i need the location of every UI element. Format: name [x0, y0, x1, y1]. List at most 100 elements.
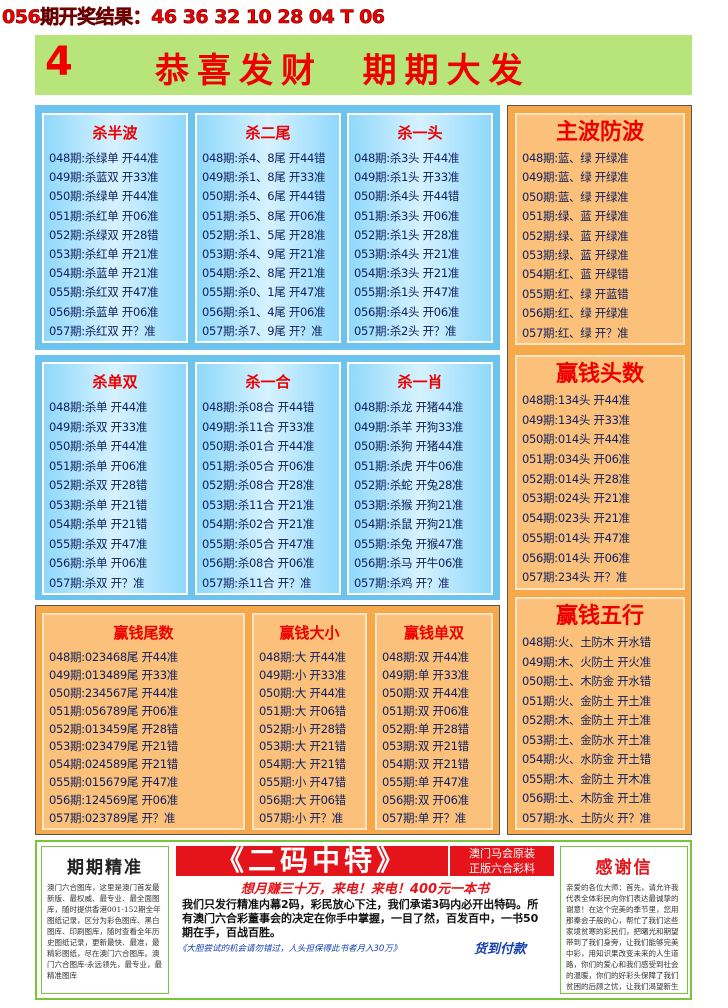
- panel-row: 056期:双 开06准: [382, 793, 469, 808]
- panel-row: 048期:杀龙 开猪44准: [354, 400, 464, 414]
- panel-row: 052期:杀绿双 开28错: [49, 227, 159, 242]
- panel-row: 050期:杀狗 开猪44准: [354, 439, 464, 453]
- panel-title: 赢钱单双: [403, 624, 464, 642]
- draw-result: 056期开奖结果：46 36 32 10 28 04 T 06: [2, 6, 386, 29]
- panel-row: 057期:杀7、9尾 开？准: [202, 323, 323, 338]
- panel-row: 057期:小 开？准: [259, 811, 343, 826]
- panel-row: 051期:杀3头 开06准: [354, 208, 460, 223]
- panel-row: 055期:红、绿 开蓝错: [522, 286, 629, 301]
- panel-row: 054期:杀2、8尾 开21准: [202, 266, 326, 281]
- panel-row: 055期:单 开47准: [382, 775, 469, 790]
- panel-row: 048期:双 开44准: [382, 650, 469, 664]
- panel-row: 054期:杀蓝单 开21准: [49, 266, 159, 281]
- panel-row: 049期:杀羊 开狗33准: [354, 419, 464, 434]
- ad-slogan: 想月赚三十万，来电！来电！400元一本书: [240, 882, 490, 897]
- panel-row: 054期:火、水防金 开土错: [522, 752, 651, 766]
- panel-row: 056期:杀4头 开06准: [354, 304, 460, 319]
- panel-row: 053期:土、金防水 开土准: [522, 732, 651, 747]
- panel: 杀一头 048期:杀3头 开44准 049期:杀1头 开33准 050期:杀4头 开4…: [347, 113, 493, 343]
- panel-row: 049期:杀1、8尾 开33准: [202, 170, 326, 185]
- panel-row: 055期:杀0、1尾 开47准: [202, 285, 326, 300]
- footer-left-title: 期期精准: [67, 858, 143, 878]
- panel-row: 049期:木、火防土 开火准: [522, 654, 651, 669]
- panel-row: 053期:杀猴 开狗21准: [354, 497, 464, 512]
- footer-right-text: 亲爱的各位大师：首先，请允许我代表全体彩民向你们表达最诚挚的谢意！在这个完美的季…: [566, 883, 679, 991]
- panel-row: 057期:234头 开？准: [522, 570, 628, 585]
- panel-row: 053期:杀单 开21错: [49, 497, 148, 512]
- panel-row: 052期:小 开28错: [259, 721, 346, 736]
- panel: 赢钱尾数 048期:023468尾 开44准 049期:013489尾 开33准 05…: [42, 613, 245, 830]
- panel-row: 054期:024589尾 开21错: [49, 757, 178, 772]
- panel-row: 056期:杀1、4尾 开06准: [202, 304, 326, 319]
- panel-row: 050期:杀单 开44准: [49, 439, 148, 453]
- panel-row: 055期:杀双 开47准: [49, 536, 148, 551]
- panel-row: 048期:杀单 开44准: [49, 400, 148, 414]
- panel-row: 057期:杀鸡 开？准: [354, 575, 450, 590]
- panel-row: 051期:056789尾 开06准: [49, 703, 178, 718]
- banner-number: 4: [45, 39, 73, 85]
- panel-row: 053期:杀红单 开21准: [49, 246, 159, 261]
- panel-row: 050期:大 开44准: [259, 685, 346, 700]
- ad-note: 《大胆尝试的机会请勿错过，人头担保得此书者月入30万》: [178, 944, 402, 954]
- panel-title: 赢钱大小: [279, 624, 340, 642]
- panel-row: 050期:014头 开44准: [522, 432, 630, 447]
- footer-right-title: 感谢信: [595, 858, 653, 878]
- panel-row: 051期:杀5、8尾 开06准: [202, 208, 326, 223]
- panel-row: 050期:双 开44准: [382, 685, 469, 700]
- panel-row: 053期:双 开21错: [382, 739, 469, 754]
- panel-row: 048期:023468尾 开44准: [49, 650, 178, 664]
- footer-left: 期期精准 澳门六合图库，这里是澳门首发最新版、最权威、最专业、最全面图库，随时提…: [41, 846, 169, 994]
- panel-row: 057期:红、绿 开？准: [522, 325, 629, 340]
- panel-row: 057期:水、土防火 开？准: [522, 810, 651, 825]
- panel-row: 053期:绿、蓝 开绿准: [522, 247, 629, 262]
- panel-row: 048期:杀4、8尾 开44错: [202, 151, 326, 165]
- footer-ad: 《二码中特》 澳门马会原装 正版六合彩料 想月赚三十万，来电！来电！400元一本…: [174, 844, 556, 996]
- panel-row: 057期:单 开？准: [382, 811, 466, 826]
- panel-title: 杀一头: [397, 124, 443, 142]
- ad-tag: 正版六合彩料: [450, 861, 554, 876]
- footer-right: 感谢信 亲爱的各位大师：首先，请允许我代表全体彩民向你们表达最诚挚的谢意！在这个…: [560, 846, 688, 994]
- panel-row: 049期:134头 开33准: [522, 412, 630, 427]
- panel-row: 054期:杀02合 开21准: [202, 517, 315, 531]
- panel-row: 049期:杀双 开33准: [49, 419, 148, 434]
- panel-title: 赢钱五行: [555, 604, 644, 629]
- panel-row: 055期:杀红双 开47准: [49, 285, 159, 300]
- panel: 杀半波 048期:杀绿单 开44准 049期:杀蓝双 开33准 050期:杀绿单 开4…: [42, 113, 188, 343]
- panel-row: 052期:杀1、5尾 开28准: [202, 227, 326, 242]
- panel-row: 056期:杀08合 开06准: [202, 556, 315, 570]
- ad-body: 我们只发行精准内幕2码，彩民放心下注，我们承诺3码内必开出特码。所有澳门六合彩董…: [182, 898, 539, 939]
- panel-row: 048期:杀绿单 开44准: [49, 151, 159, 165]
- panel-row: 052期:013459尾 开28错: [49, 721, 178, 736]
- panel-row: 054期:023头 开21准: [522, 511, 630, 526]
- panel-row: 056期:杀马 开牛06准: [354, 556, 464, 570]
- panel-row: 053期:大 开21错: [259, 739, 346, 754]
- panel-row: 050期:杀4、6尾 开44错: [202, 189, 326, 204]
- panel-row: 048期:大 开44准: [259, 650, 346, 664]
- panel-title: 杀单双: [92, 373, 138, 391]
- ad-tag: 澳门马会原装: [450, 846, 554, 861]
- panel-row: 056期:杀蓝单 开06准: [49, 304, 159, 319]
- panel-row: 053期:杀4头 开21准: [354, 246, 460, 261]
- panel-row: 055期:014头 开47准: [522, 530, 630, 545]
- panel-row: 049期:蓝、绿 开绿准: [522, 170, 629, 185]
- panel-row: 057期:杀红双 开？准: [49, 323, 156, 338]
- panel-row: 053期:024头 开21准: [522, 491, 630, 506]
- panel-row: 048期:杀08合 开44错: [202, 400, 315, 414]
- panel: 赢钱大小 048期:大 开44准 049期:小 开33准 050期:大 开44准 051…: [252, 613, 367, 830]
- panel-row: 050期:234567尾 开44准: [49, 685, 178, 700]
- panel: 赢钱头数 048期:134头 开44准 049期:134头 开33准 050期:014…: [515, 355, 685, 590]
- panel-row: 051期:杀红单 开06准: [49, 208, 159, 223]
- panel-row: 056期:红、绿 开绿准: [522, 306, 629, 321]
- panel-row: 051期:杀单 开06准: [49, 458, 148, 473]
- panel-title: 杀一肖: [397, 373, 443, 391]
- panel-row: 052期:绿、蓝 开绿准: [522, 228, 629, 243]
- panel-row: 051期:大 开06错: [259, 703, 346, 718]
- panel: 赢钱五行 048期:火、土防木 开水错 049期:木、火防土 开火准 050期:土、木…: [515, 597, 685, 830]
- panel-row: 052期:单 开28错: [382, 721, 469, 736]
- panel-row: 055期:杀05合 开47准: [202, 536, 315, 551]
- panel-row: 052期:杀1头 开28准: [354, 227, 460, 242]
- panel-row: 055期:木、金防土 开木准: [522, 771, 651, 786]
- panel-row: 052期:杀08合 开28准: [202, 478, 315, 492]
- panel-row: 055期:小 开47错: [259, 775, 346, 790]
- panel-row: 048期:134头 开44准: [522, 393, 630, 407]
